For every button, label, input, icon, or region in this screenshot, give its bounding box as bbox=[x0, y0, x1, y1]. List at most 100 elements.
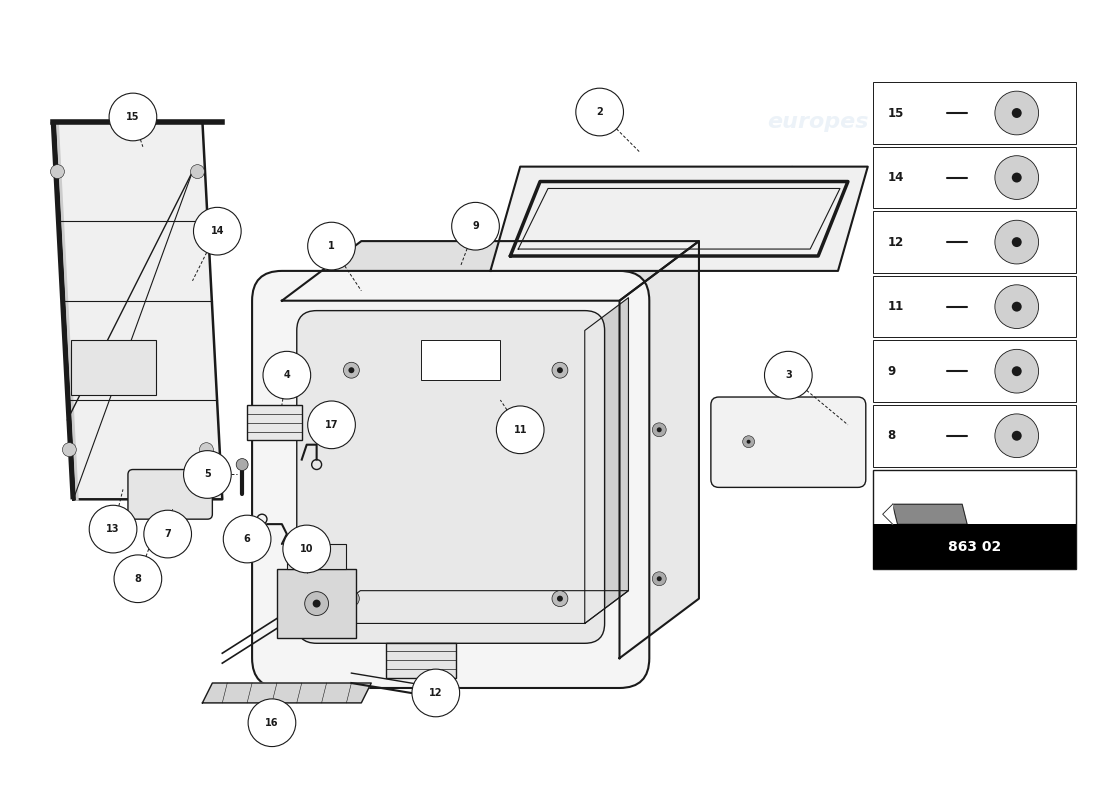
Text: 11: 11 bbox=[514, 425, 527, 434]
Circle shape bbox=[994, 285, 1038, 329]
Circle shape bbox=[144, 510, 191, 558]
Text: 8: 8 bbox=[888, 430, 895, 442]
Circle shape bbox=[575, 88, 624, 136]
Text: 9: 9 bbox=[888, 365, 895, 378]
Text: 7: 7 bbox=[164, 529, 170, 539]
Bar bbox=[872, 524, 1076, 569]
Bar bbox=[72, 341, 156, 395]
Text: 12: 12 bbox=[429, 688, 442, 698]
Text: 4: 4 bbox=[284, 370, 290, 380]
Text: 10: 10 bbox=[300, 544, 313, 554]
Text: 14: 14 bbox=[210, 226, 224, 236]
Circle shape bbox=[308, 401, 355, 449]
Circle shape bbox=[343, 590, 360, 606]
Text: 11: 11 bbox=[888, 300, 904, 313]
Polygon shape bbox=[202, 683, 372, 703]
Circle shape bbox=[994, 414, 1038, 458]
Bar bbox=[872, 470, 1076, 569]
Circle shape bbox=[343, 362, 360, 378]
Bar bbox=[386, 643, 455, 678]
Text: since 1985: since 1985 bbox=[455, 490, 546, 508]
Text: a passion for Automotives: a passion for Automotives bbox=[392, 450, 608, 469]
Circle shape bbox=[652, 423, 667, 437]
Circle shape bbox=[63, 442, 76, 457]
FancyBboxPatch shape bbox=[297, 310, 605, 643]
Bar bbox=[872, 82, 1076, 144]
Circle shape bbox=[496, 406, 544, 454]
Bar bbox=[248, 405, 301, 440]
Circle shape bbox=[89, 506, 136, 553]
Circle shape bbox=[109, 93, 157, 141]
Circle shape bbox=[552, 362, 568, 378]
Polygon shape bbox=[54, 122, 222, 499]
Polygon shape bbox=[491, 166, 868, 271]
Circle shape bbox=[1012, 173, 1022, 182]
Polygon shape bbox=[282, 241, 698, 301]
Circle shape bbox=[747, 440, 750, 444]
FancyBboxPatch shape bbox=[252, 271, 649, 688]
Circle shape bbox=[249, 699, 296, 746]
Text: 13: 13 bbox=[107, 524, 120, 534]
Polygon shape bbox=[317, 590, 628, 623]
Polygon shape bbox=[882, 504, 892, 524]
Text: 6: 6 bbox=[244, 534, 251, 544]
Circle shape bbox=[412, 669, 460, 717]
Circle shape bbox=[764, 351, 812, 399]
Circle shape bbox=[1012, 108, 1022, 118]
Circle shape bbox=[994, 91, 1038, 135]
Text: 15: 15 bbox=[126, 112, 140, 122]
Bar bbox=[277, 569, 356, 638]
Text: 16: 16 bbox=[265, 718, 278, 728]
Bar bbox=[872, 211, 1076, 273]
Circle shape bbox=[1012, 366, 1022, 376]
Circle shape bbox=[283, 525, 330, 573]
Bar bbox=[872, 146, 1076, 208]
Polygon shape bbox=[585, 298, 628, 623]
Circle shape bbox=[263, 351, 310, 399]
Circle shape bbox=[349, 367, 354, 373]
Bar bbox=[287, 544, 346, 569]
Text: 8: 8 bbox=[134, 574, 141, 584]
Circle shape bbox=[312, 600, 320, 607]
Circle shape bbox=[194, 207, 241, 255]
Text: 3: 3 bbox=[785, 370, 792, 380]
Circle shape bbox=[1012, 430, 1022, 441]
Text: since 1985: since 1985 bbox=[784, 165, 852, 178]
Circle shape bbox=[190, 165, 205, 178]
Circle shape bbox=[652, 572, 667, 586]
Circle shape bbox=[184, 450, 231, 498]
FancyBboxPatch shape bbox=[711, 397, 866, 487]
Bar bbox=[872, 276, 1076, 338]
Circle shape bbox=[308, 222, 355, 270]
Circle shape bbox=[557, 367, 563, 373]
Text: 5: 5 bbox=[204, 470, 211, 479]
Circle shape bbox=[552, 590, 568, 606]
Circle shape bbox=[236, 458, 249, 470]
Circle shape bbox=[742, 436, 755, 448]
Circle shape bbox=[657, 427, 662, 432]
Bar bbox=[872, 341, 1076, 402]
Circle shape bbox=[305, 592, 329, 615]
Polygon shape bbox=[892, 504, 967, 524]
Circle shape bbox=[199, 442, 213, 457]
Circle shape bbox=[994, 156, 1038, 199]
Circle shape bbox=[994, 350, 1038, 393]
Circle shape bbox=[349, 596, 354, 602]
Bar bbox=[421, 341, 500, 380]
Polygon shape bbox=[619, 241, 698, 658]
Circle shape bbox=[994, 220, 1038, 264]
Circle shape bbox=[1012, 237, 1022, 247]
FancyBboxPatch shape bbox=[128, 470, 212, 519]
Text: europes: europes bbox=[386, 376, 614, 424]
Circle shape bbox=[114, 555, 162, 602]
Text: 2: 2 bbox=[596, 107, 603, 117]
Circle shape bbox=[557, 596, 563, 602]
Text: 9: 9 bbox=[472, 222, 478, 231]
Circle shape bbox=[657, 576, 662, 582]
Text: 15: 15 bbox=[888, 106, 904, 119]
Text: europes: europes bbox=[768, 112, 869, 132]
Bar bbox=[872, 405, 1076, 466]
Text: 863 02: 863 02 bbox=[948, 540, 1001, 554]
Text: 17: 17 bbox=[324, 420, 339, 430]
Circle shape bbox=[223, 515, 271, 563]
